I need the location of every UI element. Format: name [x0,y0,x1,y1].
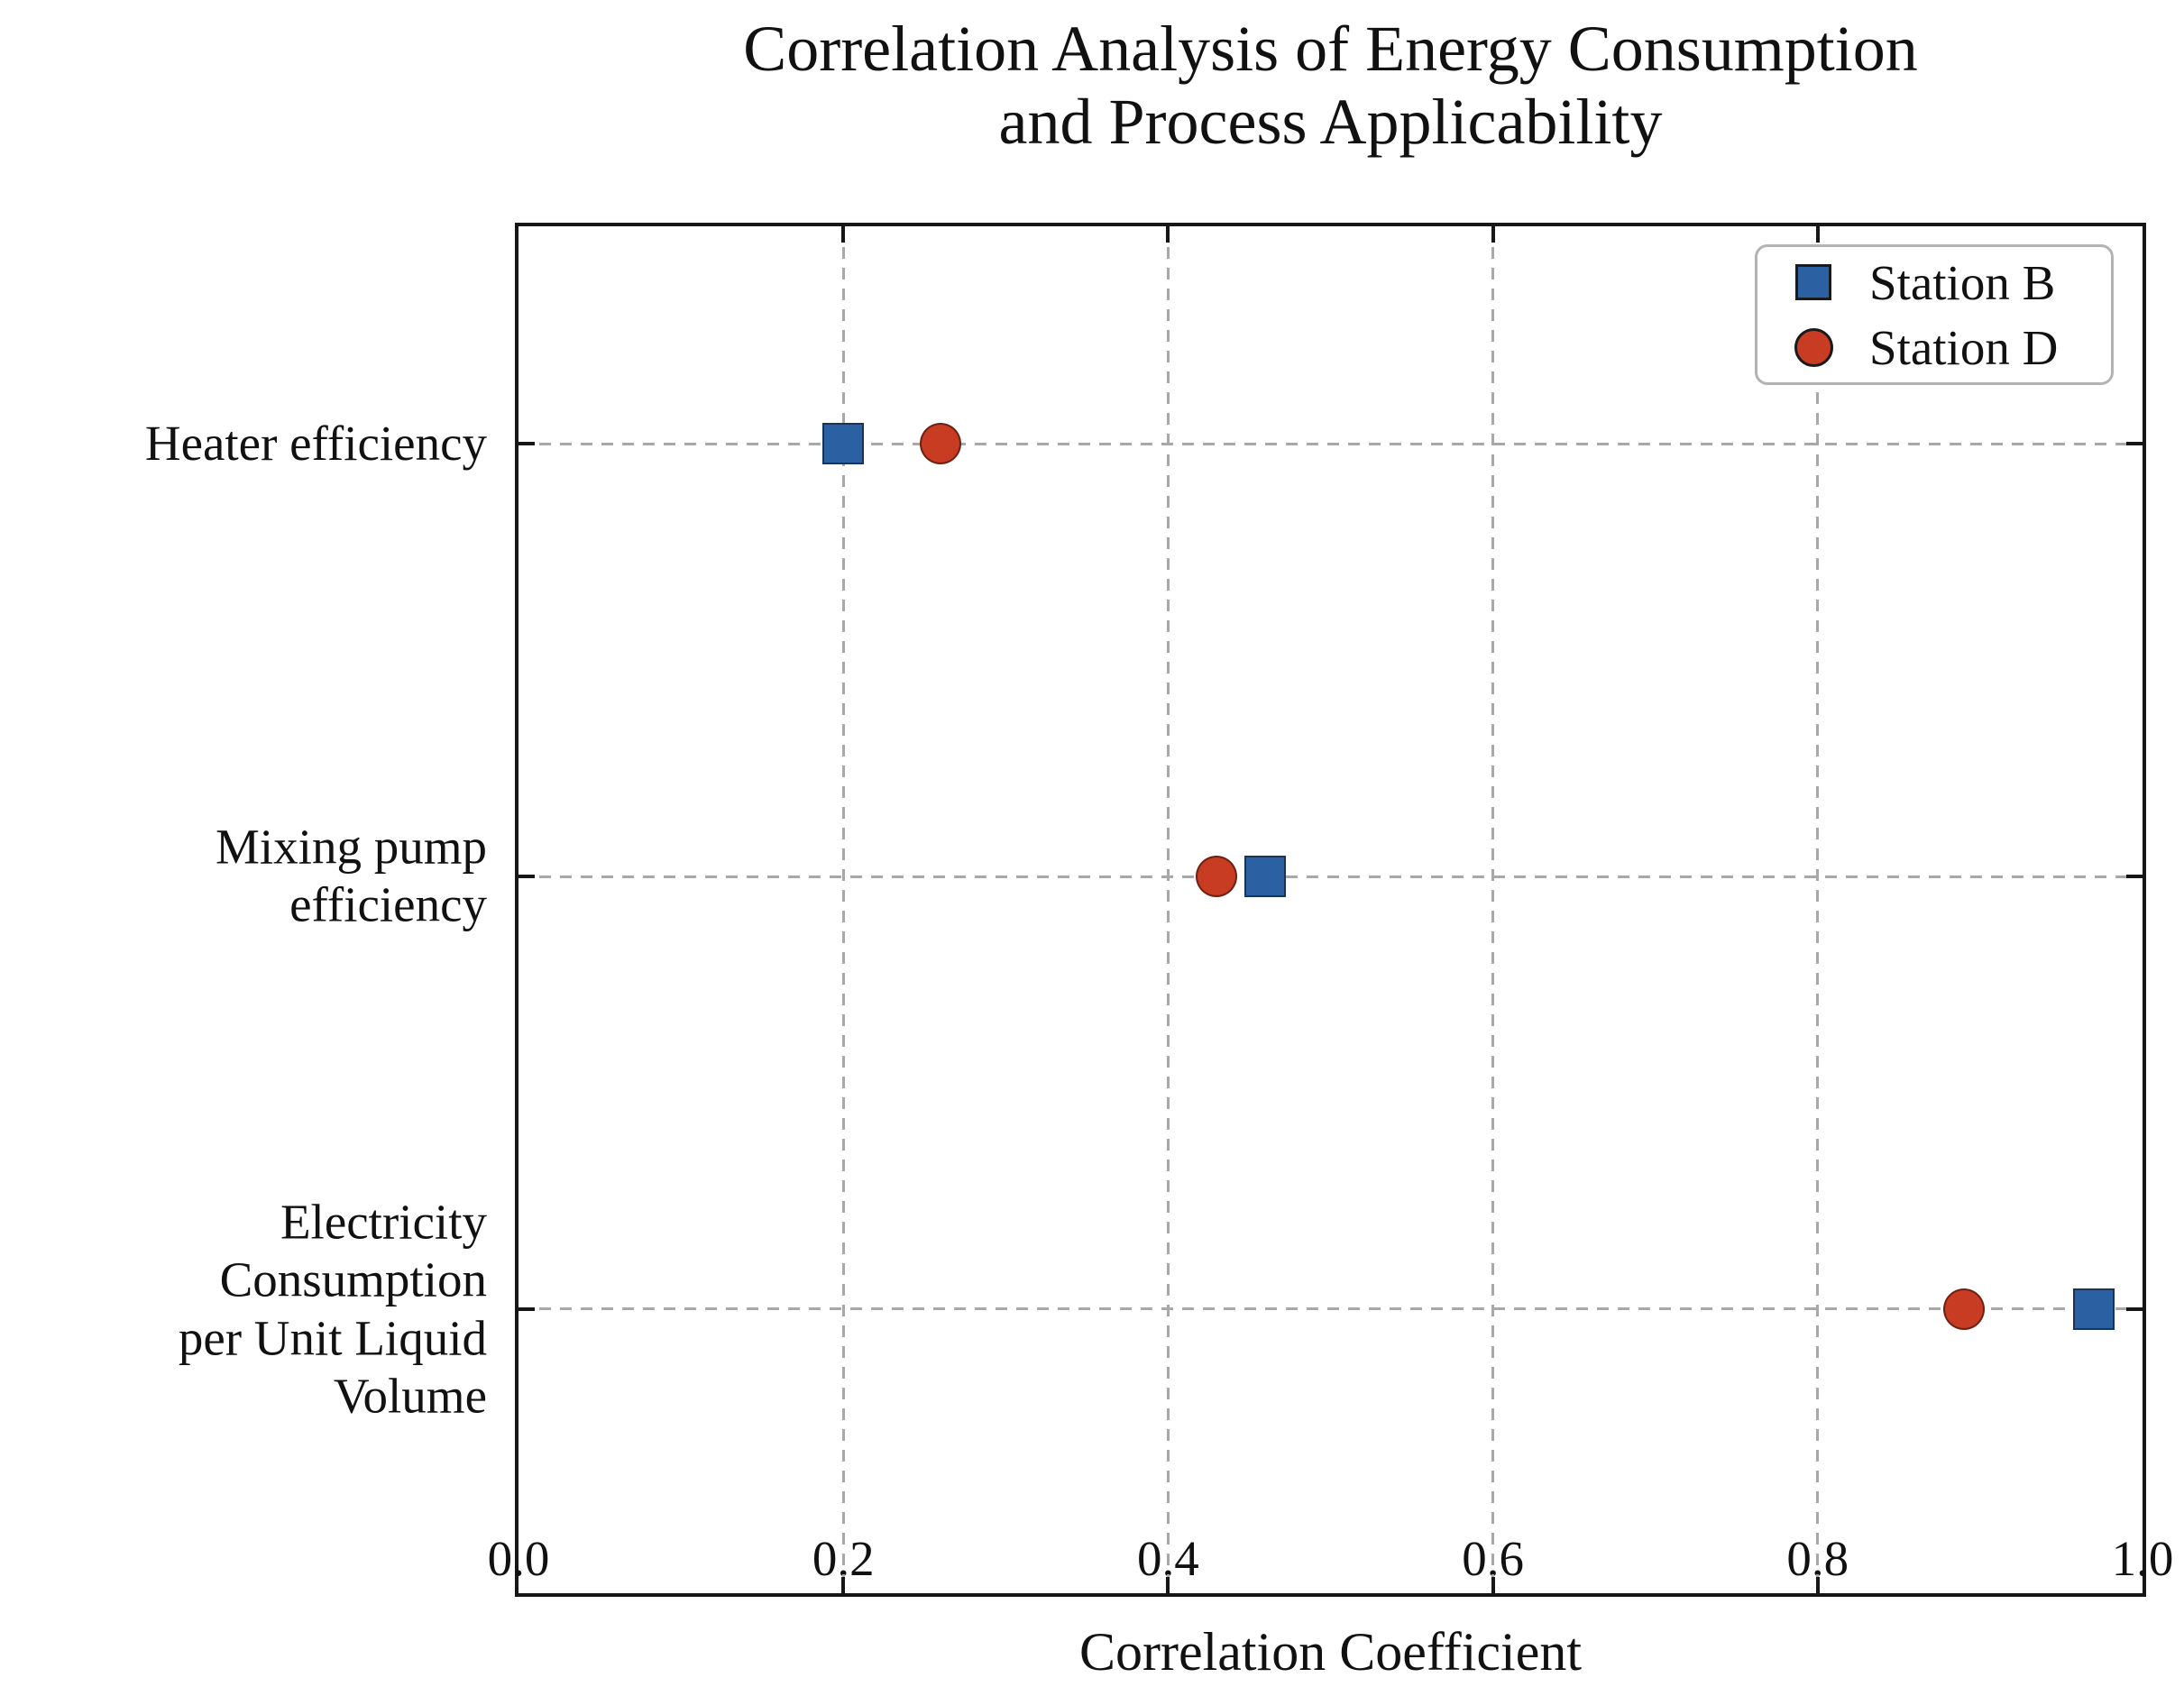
gridline-x-0.2 [841,226,845,1593]
legend-item-station-b: Station B [1757,254,2111,310]
marker-station-b-row-0 [822,423,865,465]
tick-top-0.6 [1491,226,1495,243]
tick-left-row-2 [518,1306,535,1311]
gridline-row-2 [518,1307,2143,1311]
legend: Station B Station D [1755,244,2114,385]
chart-title: Correlation Analysis of Energy Consumpti… [743,13,1918,158]
legend-icon-box [1757,327,1869,367]
gridline-x-0.8 [1816,226,1820,1593]
legend-item-station-d: Station D [1757,319,2111,375]
tick-right-row-0 [2126,442,2143,446]
tick-right-row-1 [2126,875,2143,878]
tick-left-row-1 [518,875,535,878]
tick-right-row-2 [2126,1306,2143,1311]
marker-station-d-row-0 [920,423,962,465]
tick-bottom-0.4 [1166,1577,1170,1593]
category-label-row-1: Mixing pump efficiency [216,819,487,932]
marker-station-b-row-1 [1244,856,1287,897]
legend-label: Station B [1869,254,2056,310]
marker-station-d-row-1 [1196,856,1238,897]
tick-bottom-0.2 [841,1577,846,1593]
marker-station-b-row-2 [2072,1288,2115,1330]
gridline-x-0.4 [1166,226,1170,1593]
gridline-x-0.6 [1491,226,1495,1593]
tick-left-row-0 [518,442,535,446]
category-label-row-0: Heater efficiency [144,415,487,471]
tick-top-0.4 [1166,226,1170,243]
gridline-row-0 [518,442,2143,445]
legend-icon-box [1757,264,1869,300]
tick-bottom-0.6 [1491,1577,1495,1593]
x-axis-label: Correlation Coefficient [1078,1622,1583,1682]
tick-top-0.8 [1815,226,1820,243]
x-tick-label-0.0: 0.0 [487,1531,550,1586]
tick-bottom-0.8 [1815,1577,1820,1593]
marker-station-d-row-2 [1942,1288,1985,1330]
circle-marker-icon [1794,327,1833,367]
plot-inner [518,226,2143,1593]
x-tick-label-1.0: 1.0 [2111,1531,2174,1586]
plot-area: Station B Station D [515,223,2146,1597]
legend-label: Station D [1869,319,2059,375]
category-label-row-2: Electricity Consumption per Unit Liquid … [178,1194,487,1424]
tick-top-0.2 [841,226,846,243]
gridline-row-1 [518,875,2143,878]
square-marker-icon [1795,264,1831,300]
